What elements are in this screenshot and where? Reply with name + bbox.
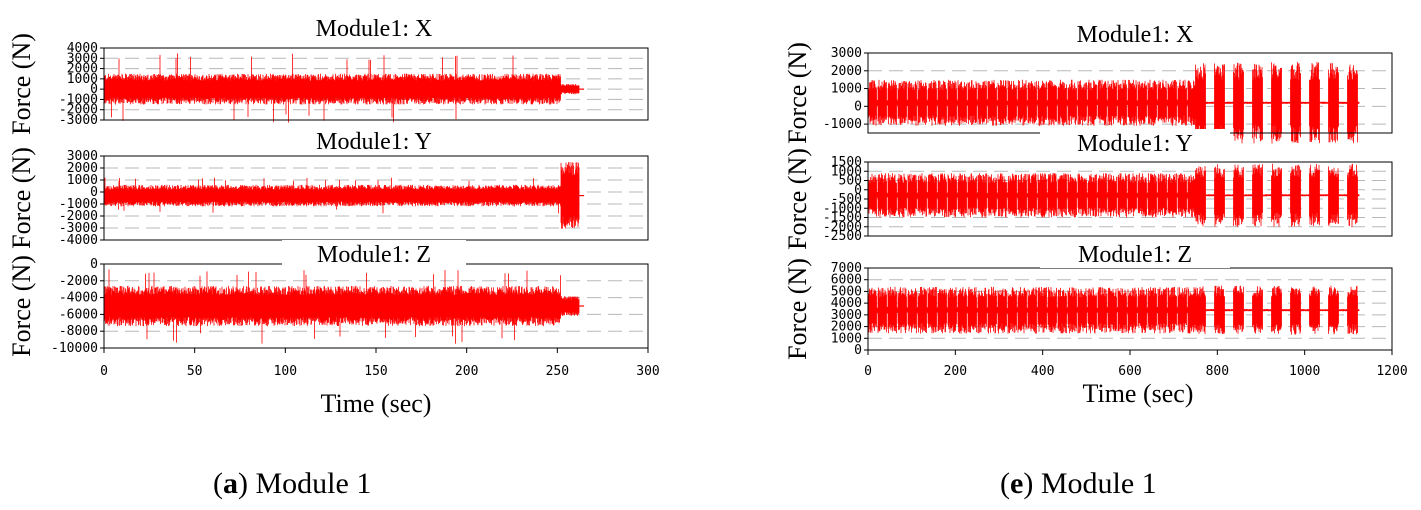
y-tick-label: 4000 [67,41,98,56]
y-tick-label: 4000 [831,296,862,311]
y-tick-label: -8000 [59,324,98,339]
y-tick-label: -2000 [823,220,862,235]
y-tick-label: -2000 [59,274,98,289]
x-tick-label: 150 [364,364,387,379]
y-tick-label: 3000 [67,51,98,66]
y-tick-label: 2000 [831,64,862,79]
x-tick-label: 200 [944,364,967,379]
x-tick-label: 600 [1118,364,1141,379]
x-tick-label: 0 [100,364,108,379]
y-tick-label: 1000 [831,331,862,346]
y-tick-label: -2000 [59,103,98,118]
subplot-title: Module1: Y [316,129,432,155]
x-tick-label: 1000 [1289,364,1320,379]
y-tick-label: 2000 [831,320,862,335]
caption-a: (a) Module 1 [213,467,372,500]
y-tick-label: -2500 [823,229,862,244]
series-line [103,53,580,123]
x-tick-label: 100 [274,364,297,379]
y-tick-label: -10000 [51,341,98,356]
y-axis-label: Force (N) [783,148,812,250]
subplot-title: Module1: Y [1077,131,1193,157]
x-tick-label: 1200 [1376,364,1407,379]
x-tick-label: 50 [187,364,203,379]
y-axis-label: Force (N) [783,258,812,360]
x-tick-label: 300 [636,364,659,379]
y-tick-label: 0 [90,185,98,200]
y-tick-label: -1000 [59,197,98,212]
subplot-title: Module1: Z [317,242,431,268]
y-tick-label: 1000 [67,173,98,188]
x-tick-label: 0 [864,364,872,379]
y-axis-label: Force (N) [7,33,36,135]
y-tick-label: 5000 [831,284,862,299]
subplot-title: Module1: X [1077,22,1194,48]
y-tick-label: -3000 [59,113,98,128]
y-axis-label: Force (N) [7,255,36,357]
y-tick-label: -1000 [823,117,862,132]
y-tick-label: -1000 [59,92,98,107]
title-backdrop [282,127,466,155]
y-tick-label: -1500 [823,211,862,226]
subplot-e-1: -1000 0 1000 2000 3000 Module1: X Force (N) [783,20,1393,144]
y-tick-label: -4000 [59,233,98,248]
title-backdrop [282,14,466,42]
y-tick-label: -3000 [59,221,98,236]
y-tick-label: 1500 [831,155,862,170]
title-backdrop [1040,129,1230,157]
x-tick-label: 250 [546,364,569,379]
y-tick-label: 500 [839,174,862,189]
x-tick-label: 200 [455,364,478,379]
y-axis-label: Force (N) [7,147,36,249]
subplot-a-3: -10000 -8000 -6000-4000 -2000 0 Module1: Z For… [7,240,649,357]
y-tick-label: 1000 [831,82,862,97]
title-backdrop [282,240,466,268]
y-tick-label: 3000 [67,149,98,164]
caption-e-text: Module 1 [1040,467,1157,500]
title-backdrop [1040,240,1230,268]
y-tick-label: 0 [854,183,862,198]
series-line [867,285,1360,335]
y-tick-label: 0 [854,99,862,114]
subplot-title: Module1: Z [1078,242,1192,268]
caption-a-text: Module 1 [255,467,372,500]
y-tick-label: 0 [854,343,862,358]
x-tick-label: 400 [1031,364,1054,379]
y-axis-label: Force (N) [783,42,812,144]
chart-a: -3000-2000-100001000200030004000Module1:… [7,14,660,418]
y-tick-label: -500 [831,192,862,207]
y-tick-label: -2000 [59,209,98,224]
subplot-title: Module1: X [316,16,433,42]
y-tick-label: 1000 [831,164,862,179]
y-tick-label: 1000 [67,72,98,87]
y-tick-label: 0 [90,257,98,272]
title-backdrop [1040,20,1230,48]
y-tick-label: 0 [90,82,98,97]
y-tick-label: 2000 [67,161,98,176]
plot-frame [103,47,649,121]
x-tick-label: 800 [1206,364,1229,379]
y-tick-label: 7000 [831,261,862,276]
y-tick-label: -6000 [59,307,98,322]
y-tick-label: -1000 [823,201,862,216]
caption-a-letter: a [223,467,238,500]
y-tick-label: 6000 [831,273,862,288]
y-tick-label: -4000 [59,291,98,306]
series-line [103,162,580,229]
caption-e: (e) Module 1 [1000,467,1157,500]
caption-e-letter: e [1010,467,1024,500]
x-axis-label: Time (sec) [1083,379,1194,408]
x-axis-label: Time (sec) [321,389,432,418]
y-tick-label: 3000 [831,46,862,61]
y-tick-label: 3000 [831,308,862,323]
y-tick-label: 2000 [67,62,98,77]
